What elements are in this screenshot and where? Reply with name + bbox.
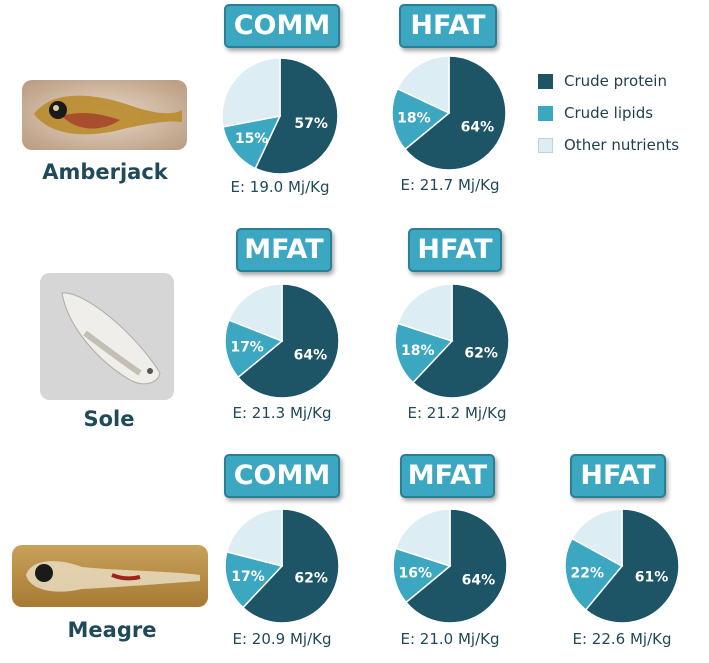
pie-label-crude-lipids: 18%: [401, 343, 435, 359]
sole-larva-photo: [40, 273, 174, 400]
pie-outline: [224, 508, 340, 624]
amberjack-larva-photo: [22, 80, 187, 150]
pie-label-crude-lipids: 16%: [399, 566, 433, 582]
pie-label-crude-lipids: 15%: [235, 131, 269, 147]
pie-amberjack-hfat: 64% 18%: [391, 55, 507, 171]
pie-outline: [392, 508, 508, 624]
diet-tag-sole-mfat: MFAT: [236, 228, 332, 272]
pie-slice-other-nutrients: [221, 57, 281, 128]
pie-meagre-hfat: 61% 22%: [564, 508, 680, 624]
amberjack-larva-image: [22, 80, 187, 150]
pie-label-crude-lipids: 18%: [397, 110, 431, 126]
pie-sole-mfat: 64% 17%: [224, 283, 340, 399]
pie-outline: [224, 283, 340, 399]
pie-meagre-mfat: 64% 16%: [392, 508, 508, 624]
pie-amberjack-comm: 57% 15%: [221, 57, 339, 175]
energy-label-meagre-hfat: E: 22.6 Mj/Kg: [572, 630, 672, 648]
pie-label-crude-protein: 62%: [464, 346, 498, 362]
energy-label-amberjack-hfat: E: 21.7 Mj/Kg: [400, 176, 500, 194]
pie-label-crude-protein: 64%: [462, 572, 496, 588]
species-label-meagre: Meagre: [67, 618, 157, 642]
energy-label-sole-mfat: E: 21.3 Mj/Kg: [232, 404, 332, 422]
diet-tag-amberjack-hfat: HFAT: [399, 4, 497, 48]
pie-label-crude-lipids: 22%: [571, 566, 605, 582]
legend-label-crude-protein: Crude protein: [564, 72, 667, 90]
pie-outline: [564, 508, 680, 624]
meagre-larva-image: [12, 545, 208, 607]
pie-label-crude-protein: 61%: [635, 570, 669, 586]
energy-label-amberjack-comm: E: 19.0 Mj/Kg: [230, 178, 330, 196]
legend-label-other-nutrients: Other nutrients: [564, 136, 680, 154]
pie-outline: [394, 283, 510, 399]
diet-tag-meagre-comm: COMM: [224, 454, 340, 498]
meagre-larva-photo: [12, 545, 208, 607]
legend-swatch-other-nutrients: [538, 138, 553, 153]
pie-label-crude-protein: 64%: [294, 347, 328, 363]
pie-outline: [391, 55, 507, 171]
pie-label-crude-protein: 57%: [294, 116, 328, 132]
species-label-amberjack: Amberjack: [42, 160, 168, 184]
species-label-sole: Sole: [83, 407, 135, 431]
legend-label-crude-lipids: Crude lipids: [564, 104, 654, 122]
pie-label-crude-protein: 62%: [294, 571, 328, 587]
legend-swatch-crude-protein: [538, 74, 553, 89]
energy-label-sole-hfat: E: 21.2 Mj/Kg: [407, 404, 507, 422]
legend-swatch-crude-lipids: [538, 106, 553, 121]
energy-label-meagre-comm: E: 20.9 Mj/Kg: [232, 630, 332, 648]
energy-label-meagre-mfat: E: 21.0 Mj/Kg: [400, 630, 500, 648]
pie-label-crude-protein: 64%: [461, 119, 495, 135]
pie-meagre-comm: 62% 17%: [224, 508, 340, 624]
diet-tag-sole-hfat: HFAT: [408, 228, 502, 272]
pie-sole-hfat: 62% 18%: [394, 283, 510, 399]
diet-tag-meagre-hfat: HFAT: [570, 454, 666, 498]
diet-tag-amberjack-comm: COMM: [224, 4, 340, 48]
pie-label-crude-lipids: 17%: [231, 569, 265, 585]
pie-label-crude-lipids: 17%: [230, 340, 264, 356]
diet-tag-meagre-mfat: MFAT: [400, 454, 495, 498]
sole-larva-image: [40, 273, 174, 400]
pie-outline: [221, 57, 339, 175]
